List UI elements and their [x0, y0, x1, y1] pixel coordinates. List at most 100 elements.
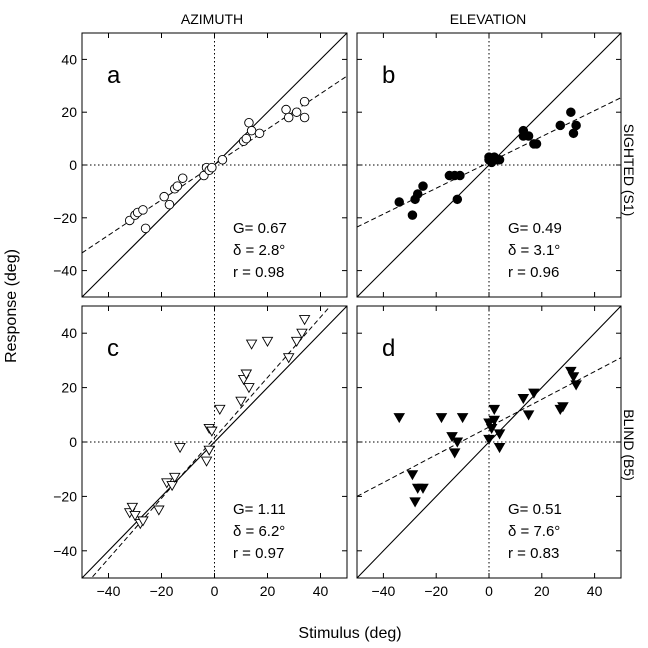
data-point — [493, 429, 506, 440]
panels: −40 −20 0 20 40 a G= 0.67 δ = 2.8° r = 0.98 b G= 0… — [53, 32, 622, 599]
x-tick-label: 40 — [313, 583, 329, 599]
y-tick-label: −20 — [53, 488, 77, 504]
data-point — [407, 210, 418, 220]
data-point — [523, 131, 534, 141]
stat-line: G= 0.67 — [233, 220, 287, 237]
data-point — [291, 107, 302, 117]
y-tick-label: 20 — [61, 380, 77, 396]
data-point — [566, 107, 576, 117]
data-point — [283, 112, 294, 123]
data-point — [298, 315, 311, 326]
data-point — [261, 336, 274, 348]
stat-line: δ = 7.6° — [508, 523, 560, 540]
data-point — [446, 432, 458, 443]
data-point — [159, 191, 169, 202]
data-point — [207, 162, 217, 173]
data-point — [168, 472, 181, 484]
plot-area-b — [357, 33, 621, 297]
data-point — [245, 339, 258, 350]
y-tick-label: −40 — [53, 543, 77, 559]
data-point — [174, 442, 186, 454]
identity-line — [82, 306, 347, 578]
data-point — [299, 112, 310, 123]
stat-line: δ = 2.8° — [233, 242, 285, 259]
data-point — [412, 189, 423, 199]
data-point — [531, 139, 542, 149]
panel-letter: c — [107, 335, 119, 362]
data-point — [493, 442, 506, 454]
x-tick-label: −40 — [97, 583, 121, 599]
data-point — [240, 369, 253, 380]
data-point — [494, 154, 505, 165]
data-point — [394, 197, 404, 207]
x-tick-label: 40 — [587, 583, 603, 599]
data-point — [409, 497, 421, 508]
stat-line: δ = 6.2° — [233, 523, 285, 540]
panel-b: b G= 0.49 δ = 3.1° r = 0.96 — [356, 32, 622, 298]
data-point — [246, 125, 257, 136]
panel-letter: d — [382, 335, 395, 362]
fit-line — [90, 306, 331, 578]
data-point — [393, 413, 406, 424]
data-point — [137, 516, 149, 527]
data-point — [435, 413, 448, 424]
data-point — [172, 181, 183, 191]
data-point — [166, 481, 178, 492]
stat-line: r = 0.96 — [508, 264, 559, 281]
panel-d: −40 −20 0 20 40 d G= 0.51 δ = 7.6° r = 0.83 — [356, 305, 622, 599]
row-title-blind: BLIND (B5) — [621, 409, 637, 481]
data-point — [140, 223, 151, 234]
x-tick-label: −20 — [424, 583, 448, 599]
plot-area-d — [357, 306, 621, 578]
data-point — [206, 426, 218, 437]
y-tick-label: 0 — [69, 157, 77, 173]
y-tick-label: 0 — [69, 434, 77, 450]
data-point — [568, 128, 579, 139]
y-tick-label: 20 — [61, 104, 77, 120]
data-point — [483, 418, 495, 429]
data-point — [571, 120, 581, 131]
data-point — [448, 448, 461, 459]
x-tick-label: 20 — [534, 583, 550, 599]
y-tick-label: −20 — [53, 210, 77, 226]
x-tick-label: 0 — [211, 583, 219, 599]
data-point — [296, 328, 308, 339]
y-axis-label: Response (deg) — [3, 249, 20, 363]
data-point — [290, 336, 303, 348]
row-title-sighted: SIGHTED (S1) — [621, 124, 637, 217]
y-tick-label: 40 — [61, 51, 77, 67]
data-point — [557, 402, 569, 413]
stat-line: r = 0.83 — [508, 545, 559, 562]
data-point — [129, 510, 141, 522]
data-point — [241, 133, 252, 144]
data-point — [282, 353, 295, 364]
panel-letter: a — [107, 62, 121, 89]
data-point — [203, 445, 215, 456]
data-point — [451, 437, 464, 448]
data-point — [406, 470, 419, 481]
x-tick-label: 0 — [485, 583, 493, 599]
data-point — [565, 366, 577, 377]
data-point — [138, 205, 148, 215]
data-point — [214, 404, 226, 416]
stat-line: G= 0.49 — [508, 220, 562, 237]
data-point — [200, 456, 213, 467]
data-point — [455, 170, 465, 181]
data-point — [299, 96, 310, 107]
data-point — [485, 423, 498, 435]
data-point — [570, 380, 582, 391]
stat-line: G= 0.51 — [508, 501, 562, 518]
data-point — [164, 199, 175, 210]
y-tick-label: −40 — [53, 263, 77, 279]
data-point — [488, 404, 501, 416]
data-point — [243, 383, 255, 394]
col-title-azimuth: AZIMUTH — [181, 11, 243, 27]
data-point — [235, 396, 247, 407]
data-point — [254, 128, 265, 139]
y-tick-label: 40 — [61, 325, 77, 341]
data-point — [153, 505, 165, 516]
data-point — [488, 415, 501, 426]
plot-area-a — [82, 33, 347, 297]
x-tick-label: −40 — [372, 583, 396, 599]
